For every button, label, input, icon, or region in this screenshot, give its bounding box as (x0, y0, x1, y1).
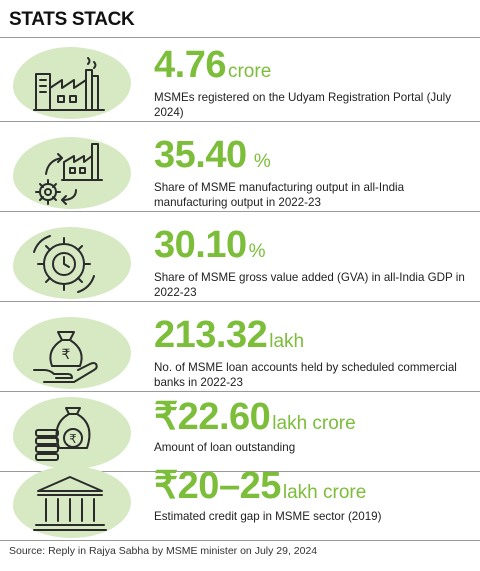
row-divider (0, 121, 480, 122)
stat-description: Estimated credit gap in MSME sector (201… (154, 510, 382, 523)
stat-row: ₹20–25 lakh crore Estimated credit gap in… (0, 457, 480, 541)
money-bag-coins-icon: ₹ (28, 400, 112, 468)
stat-row: 30.10% Share of MSME gross value added (… (0, 218, 480, 302)
stat-unit: lakh crore (272, 413, 356, 434)
stat-row: 4.76 crore MSMEs registered on the Udyam … (0, 38, 480, 122)
stat-description: Amount of loan outstanding (154, 441, 296, 454)
bank-icon (28, 469, 112, 537)
icon-background (13, 47, 131, 119)
row-divider (0, 471, 480, 472)
stat-figure: 35.40 % (154, 134, 271, 177)
stat-description: MSMEs registered on the Udyam Registrati… (154, 91, 452, 119)
stat-unit: % (248, 241, 266, 262)
stat-figure: ₹20–25 lakh crore (154, 463, 366, 508)
stat-figure: 213.32 lakh (154, 314, 304, 357)
stat-description: Share of MSME manufacturing output in al… (154, 181, 405, 209)
money-bag-hand-icon: ₹ (28, 320, 112, 388)
stat-value: ₹22.60 (154, 396, 271, 438)
row-divider (0, 211, 480, 212)
stat-value: 213.32 (154, 314, 268, 356)
factory-gear-icon (28, 140, 112, 208)
header-divider (0, 37, 480, 38)
row-divider (0, 301, 480, 302)
icon-background (13, 227, 131, 299)
stat-value: 4.76 (154, 44, 226, 86)
source-note: Source: Reply in Rajya Sabha by MSME min… (9, 545, 318, 557)
stat-figure: ₹22.60 lakh crore (154, 394, 356, 439)
stat-unit: lakh crore (282, 482, 367, 503)
stat-unit: crore (227, 61, 272, 82)
stat-value: ₹20–25 (154, 465, 281, 507)
stat-figure: 30.10% (154, 224, 266, 267)
stat-figure: 4.76 crore (154, 44, 271, 87)
stat-value: 35.40 (154, 134, 247, 176)
svg-text:₹: ₹ (69, 432, 77, 446)
stat-description: No. of MSME loan accounts held by schedu… (154, 361, 457, 389)
stat-value: 30.10 (154, 224, 247, 266)
stat-unit: lakh (269, 331, 305, 352)
stat-unit: % (248, 151, 271, 172)
factory-icon (28, 50, 112, 118)
svg-text:₹: ₹ (62, 347, 71, 363)
stat-description: Share of MSME gross value added (GVA) in… (154, 271, 465, 299)
page-title: STATS STACK (9, 9, 135, 30)
stat-row: ₹ 213.32 lakh No. of MSME loan accounts h… (0, 308, 480, 392)
row-divider (0, 540, 480, 541)
row-divider (0, 391, 480, 392)
stat-row: ₹ ₹22.60 lakh crore Amount of loan outsta… (0, 388, 480, 472)
stat-row: 35.40 % Share of MSME manufacturing outp… (0, 128, 480, 212)
gear-clock-icon (28, 230, 112, 298)
